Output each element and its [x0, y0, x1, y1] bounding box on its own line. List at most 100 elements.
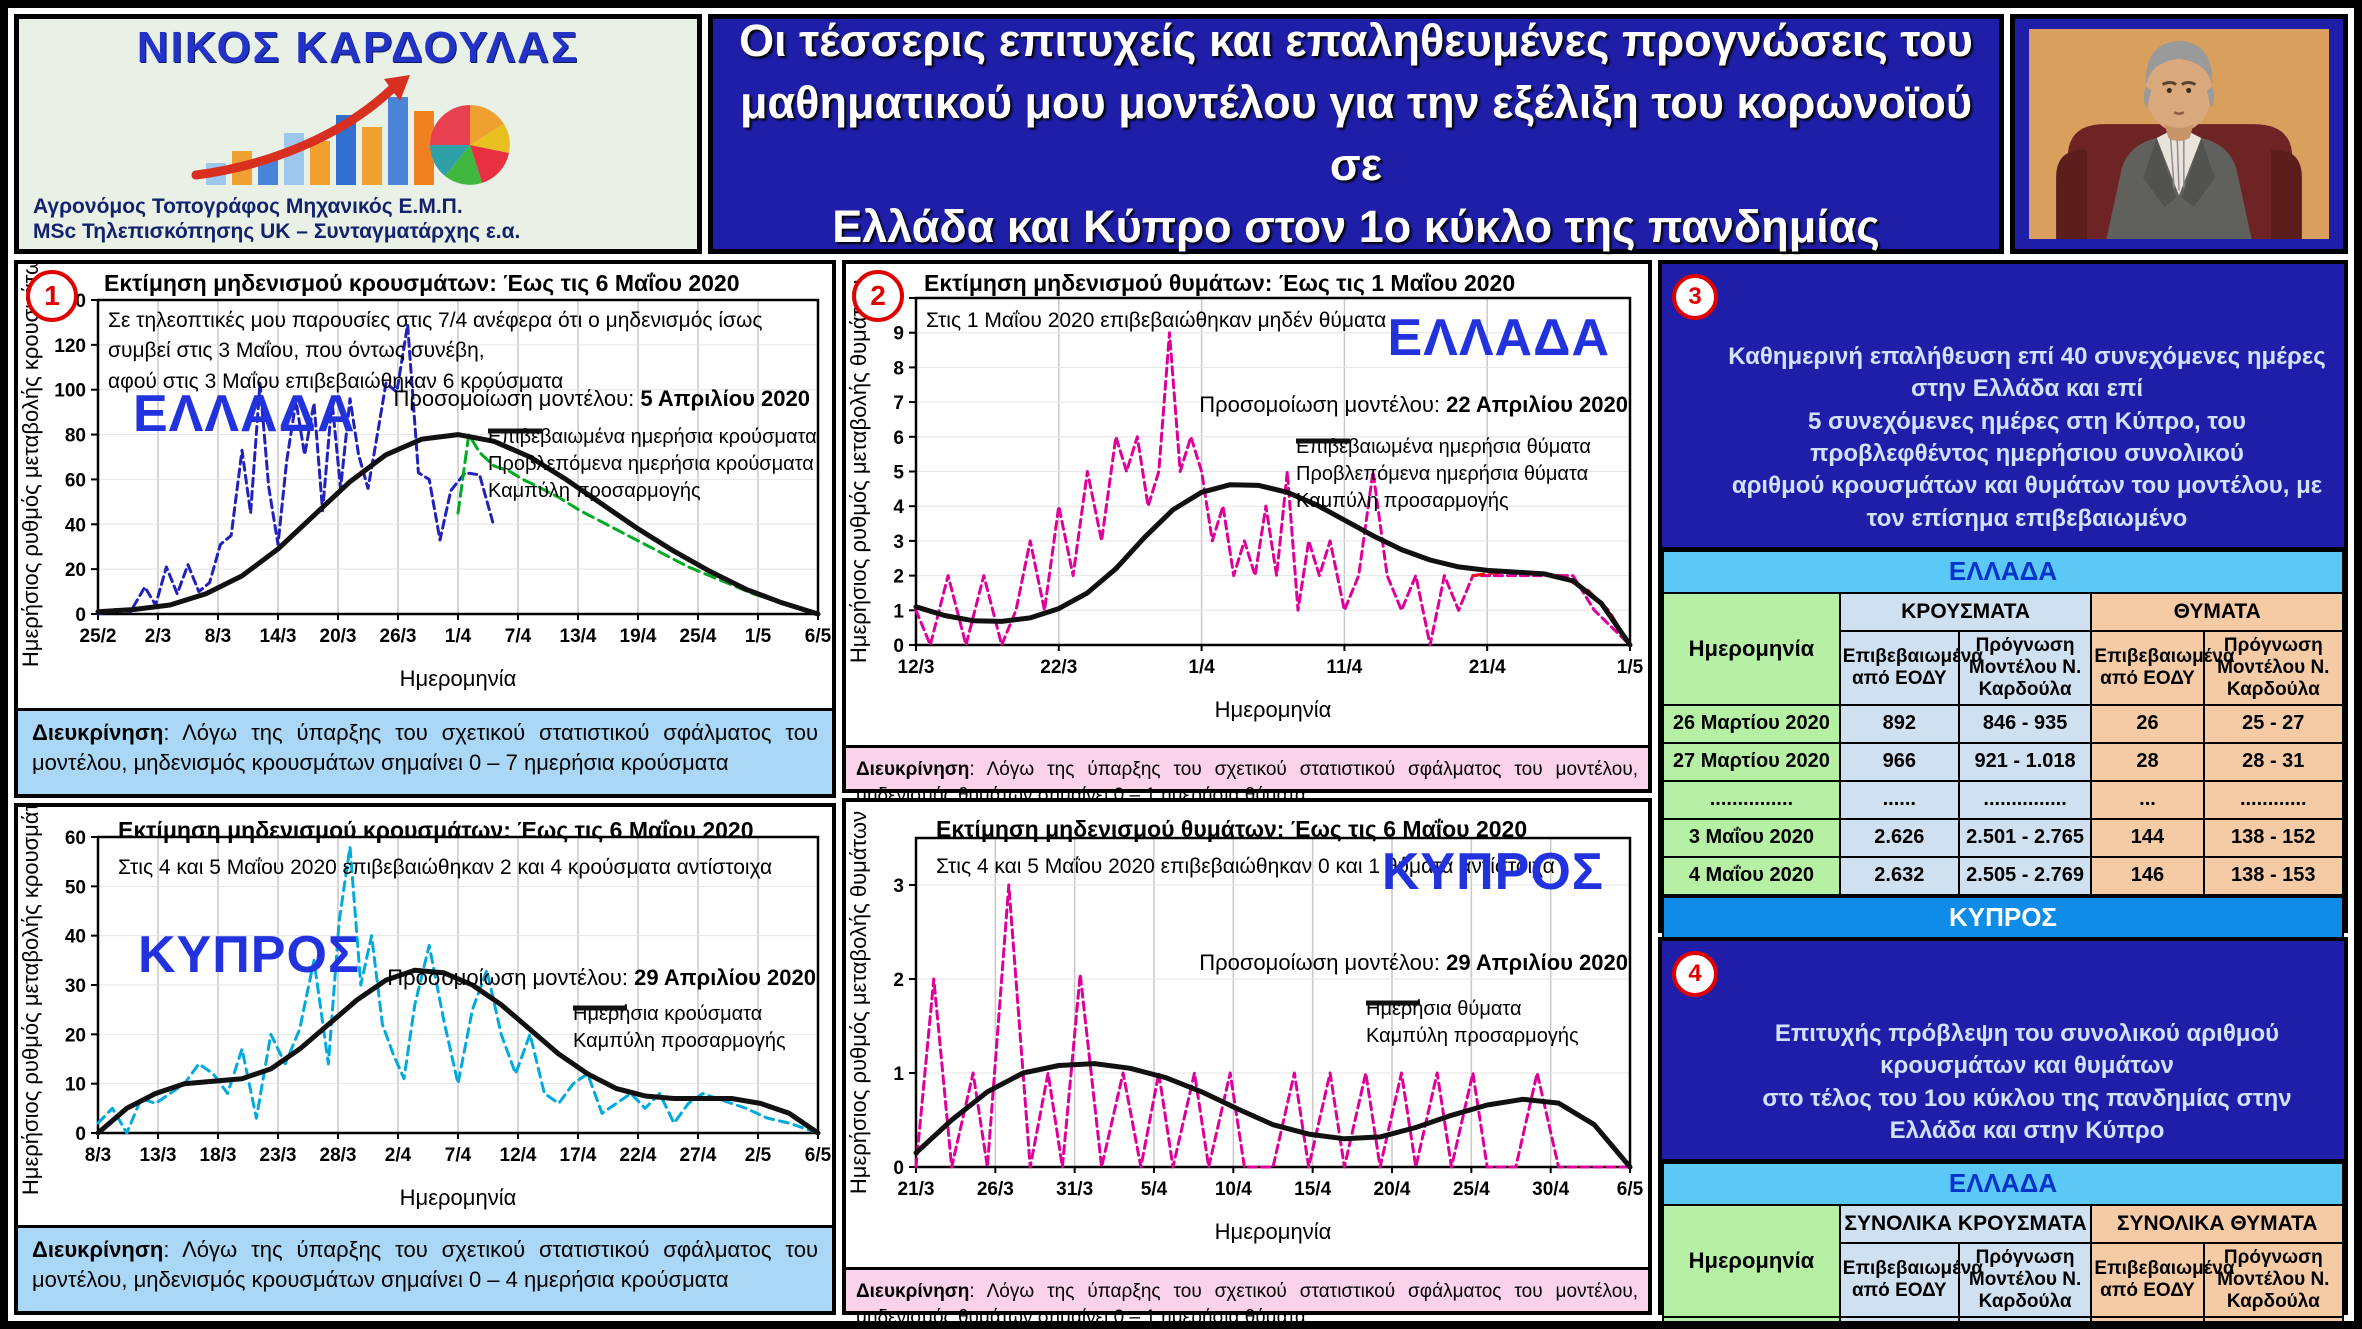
- chart-subtitle: Στις 4 και 5 Μαΐου 2020 επιβεβαιώθηκαν 0…: [936, 855, 1555, 878]
- cases-group-header: ΣΥΝΟΛΙΚΑ ΚΡΟΥΣΜΑΤΑ: [1838, 1204, 2093, 1245]
- country-band: ΚΥΠΡΟΣ: [1662, 895, 2344, 940]
- predicted-deaths-header: Πρόγνωση Μοντέλου Ν. Καρδούλα: [2202, 630, 2345, 706]
- date-cell: 27 Μαρτίου 2020: [1662, 741, 1841, 782]
- svg-text:6/5: 6/5: [805, 1145, 832, 1166]
- chart-title: Εκτίμηση μηδενισμού κρουσμάτων: Έως τις …: [104, 270, 740, 296]
- simulation-date-label: Προσομοίωση μοντέλου: 22 Απριλίου 2020: [1199, 392, 1628, 417]
- svg-text:40: 40: [65, 927, 86, 948]
- country-band: ΕΛΛΑΔΑ: [1662, 550, 2344, 595]
- svg-text:28/3: 28/3: [320, 1145, 357, 1166]
- svg-text:1/4: 1/4: [445, 626, 472, 647]
- predicted-deaths-cell: 138 - 153: [2202, 855, 2345, 896]
- svg-text:Ημερήσιος ρυθμός μεταβολής θυμ: Ημερήσιος ρυθμός μεταβολής θυμάτων: [846, 811, 871, 1194]
- svg-text:120: 120: [54, 336, 86, 357]
- svg-text:0: 0: [893, 1158, 904, 1179]
- legend-item: Καμπύλη προσαρμογής: [573, 1005, 786, 1052]
- deaths-group-header: ΣΥΝΟΛΙΚΑ ΘΥΜΑΤΑ: [2090, 1204, 2344, 1245]
- svg-text:5/4: 5/4: [1141, 1179, 1168, 1200]
- confirmed-cases-header: Επιβεβαιωμένα από ΕΟΔΥ: [1838, 1242, 1983, 1318]
- confirmed-cases-cell: ......: [1838, 779, 1960, 820]
- svg-text:50: 50: [65, 877, 86, 898]
- svg-text:6/5: 6/5: [805, 626, 832, 647]
- logo-author-name: ΝΙΚΟΣ ΚΑΡΔΟΥΛΑΣ: [136, 23, 580, 72]
- confirmed-cases-cell: 2.626: [1838, 817, 1960, 858]
- data-table: ΕΛΛΑΔΑ Ημερομηνία ΣΥΝΟΛΙΚΑ ΚΡΟΥΣΜΑΤΑ ΣΥΝΟΛΙ…: [1662, 1162, 2345, 1321]
- data-table: ΕΛΛΑΔΑ Ημερομηνία ΚΡΟΥΣΜΑΤΑ ΘΥΜΑΤΑ Επιβεβαιω…: [1662, 550, 2345, 896]
- confirmed-cases-cell: 966: [1838, 741, 1960, 782]
- country-label: ΚΥΠΡΟΣ: [138, 926, 361, 984]
- greece-cases-chart: 25/2 2/3 8/3 14/3 20/3 26/3 1/4 7/4 13/4 19/4 25/4…: [18, 264, 832, 691]
- svg-text:80: 80: [65, 426, 86, 447]
- clarification-note: Διευκρίνηση: Λόγω της ύπαρξης του σχετικ…: [846, 1267, 1648, 1321]
- svg-text:22/4: 22/4: [620, 1145, 657, 1166]
- svg-text:8/3: 8/3: [205, 626, 231, 647]
- predicted-cases-cell: ...............: [1957, 779, 2093, 820]
- section-number-badge: 3: [1672, 274, 1718, 320]
- confirmed-cases-header: Επιβεβαιωμένα από ΕΟΔΥ: [1838, 630, 1983, 706]
- logo-credential-line1: Αγρονόμος Τοπογράφος Μηχανικός Ε.Μ.Π.: [33, 195, 463, 218]
- logo-credential-line2: MSc Τηλεπισκόπησης UK – Συνταγματάρχης ε…: [33, 220, 521, 244]
- svg-text:4: 4: [893, 497, 904, 518]
- svg-text:60: 60: [65, 470, 86, 491]
- chart-subtitle: Σε τηλεοπτικές μου παρουσίες στις 7/4 αν…: [108, 309, 763, 393]
- clarification-note: Διευκρίνηση: Λόγω της ύπαρξης του σχετικ…: [18, 1225, 832, 1311]
- svg-text:26/3: 26/3: [977, 1179, 1014, 1200]
- date-cell: 3 Μαΐου 2020: [1662, 817, 1841, 858]
- confirmed-cases-cell: 2.632: [1838, 1315, 1960, 1321]
- svg-text:2/4: 2/4: [385, 1145, 412, 1166]
- legend-item: Καμπύλη προσαρμογής: [1366, 1000, 1579, 1047]
- simulation-date-label: Προσομοίωση μοντέλου: 29 Απριλίου 2020: [1199, 950, 1628, 975]
- predicted-deaths-cell: 25 - 27: [2202, 703, 2345, 744]
- cyprus-deaths-chart: 21/3 26/3 31/3 5/4 10/4 15/4 20/4 25/4 30/4 6/5 0 1…: [846, 811, 1644, 1244]
- svg-text:1/4: 1/4: [1188, 657, 1215, 678]
- svg-text:23/3: 23/3: [260, 1145, 297, 1166]
- svg-text:12/3: 12/3: [898, 657, 935, 678]
- predicted-cases-cell: 2.501 - 2.765: [1957, 817, 2093, 858]
- chart-legend: Επιβεβαιωμένα ημερήσια κρούσματα Προβλεπό…: [488, 426, 817, 503]
- svg-text:6: 6: [893, 428, 904, 449]
- panel-number-badge: 2: [852, 270, 904, 322]
- predicted-deaths-cell: 28 - 31: [2202, 741, 2345, 782]
- section-4-header: 4 Επιτυχής πρόβλεψη του συνολικού αριθμο…: [1662, 941, 2344, 1163]
- predicted-deaths-cell: 136 - 150: [2202, 1315, 2345, 1321]
- country-label: ΕΛΛΑΔΑ: [133, 385, 356, 443]
- predicted-cases-header: Πρόγνωση Μοντέλου Ν. Καρδούλα: [1957, 630, 2093, 706]
- svg-text:20: 20: [65, 560, 86, 581]
- predicted-cases-cell: 2.505 - 2.769: [1957, 855, 2093, 896]
- svg-text:30/4: 30/4: [1532, 1179, 1569, 1200]
- predicted-cases-cell: 2.429 - 2.685: [1957, 1315, 2093, 1321]
- svg-text:0: 0: [75, 1124, 86, 1145]
- svg-text:Ημερομηνία: Ημερομηνία: [1215, 1219, 1332, 1244]
- chart-panel-greece-deaths: 12/322/31/411/421/41/5012345678910Ημερομ…: [842, 260, 1652, 806]
- chart-subtitle: Στις 1 Μαΐου 2020 επιβεβαιώθηκαν μηδέν θ…: [926, 309, 1387, 332]
- portrait-photo-frame: [2010, 14, 2348, 254]
- svg-text:0: 0: [75, 605, 86, 626]
- svg-text:7: 7: [893, 393, 904, 414]
- svg-text:1/5: 1/5: [1617, 657, 1644, 678]
- svg-text:20: 20: [65, 1025, 86, 1046]
- date-cell: 4 Μαΐου 2020: [1662, 855, 1841, 896]
- chart-panel-cyprus-deaths: 21/3 26/3 31/3 5/4 10/4 15/4 20/4 25/4 30/4 6/5 0 1…: [842, 798, 1652, 1321]
- country-label: ΕΛΛΑΔΑ: [1387, 309, 1610, 367]
- chart-subtitle: Στις 4 και 5 Μαΐου 2020 επιβεβαιώθηκαν 2…: [118, 856, 773, 879]
- clarification-note: Διευκρίνηση: Λόγω της ύπαρξης του σχετικ…: [846, 745, 1648, 806]
- svg-text:26/3: 26/3: [380, 626, 417, 647]
- svg-text:8: 8: [893, 358, 904, 379]
- svg-text:Ημερήσιος ρυθμός μεταβολής κρο: Ημερήσιος ρυθμός μεταβολής κρουσμάτων: [18, 807, 43, 1195]
- svg-text:31/3: 31/3: [1056, 1179, 1093, 1200]
- section-number-badge: 4: [1672, 951, 1718, 997]
- legend-item: Προβλεπόμενα ημερήσια θύματα: [1296, 438, 1589, 485]
- confirmed-deaths-cell: ...: [2090, 779, 2205, 820]
- predicted-deaths-cell: ............: [2202, 779, 2345, 820]
- svg-text:12/4: 12/4: [500, 1145, 537, 1166]
- country-band: ΕΛΛΑΔΑ: [1662, 1162, 2344, 1207]
- svg-text:30: 30: [65, 976, 86, 997]
- confirmed-deaths-cell: 26: [2090, 703, 2205, 744]
- simulation-date-label: Προσομοίωση μοντέλου: 5 Απριλίου 2020: [393, 386, 810, 411]
- svg-text:22/3: 22/3: [1040, 657, 1077, 678]
- confirmed-deaths-header: Επιβεβαιωμένα από ΕΟΔΥ: [2090, 630, 2235, 706]
- svg-text:Ημερήσιος ρυθμός μεταβολής κρο: Ημερήσιος ρυθμός μεταβολής κρουσμάτων: [18, 264, 43, 667]
- author-portrait-image: [2029, 29, 2329, 239]
- svg-text:13/3: 13/3: [140, 1145, 177, 1166]
